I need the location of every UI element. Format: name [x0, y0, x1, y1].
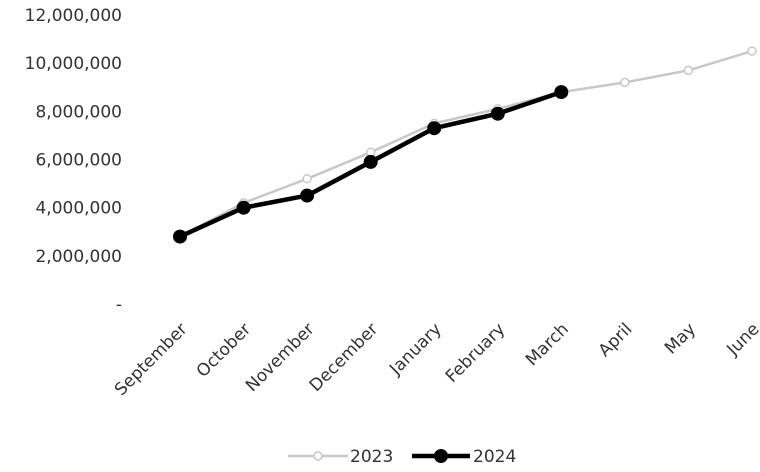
x-tick-label-february: February — [442, 319, 509, 386]
y-tick-label-6-000-000: 6,000,000 — [35, 151, 122, 171]
legend-marker-2023 — [313, 451, 323, 461]
x-tick-label-november: November — [242, 319, 319, 396]
y-tick-label-12-000-000: 12,000,000 — [25, 6, 122, 26]
x-tick-label-april: April — [595, 319, 637, 361]
legend-label-2024: 2024 — [473, 447, 516, 467]
data-point-2023-may — [683, 65, 694, 76]
data-point-2023-november — [302, 174, 312, 184]
x-tick-label-december: December — [306, 319, 382, 395]
y-tick-label-10-000-000: 10,000,000 — [25, 54, 122, 74]
data-point-2024-january — [427, 121, 442, 136]
y-tick-label-4-000-000: 4,000,000 — [35, 199, 122, 219]
series-line-2023 — [178, 49, 754, 238]
x-tick-label-may: May — [661, 319, 700, 358]
data-point-2024-october — [236, 200, 251, 215]
data-point-2024-september — [173, 229, 187, 244]
legend-label-2023: 2023 — [350, 447, 393, 467]
x-tick-label-september: September — [111, 319, 192, 400]
x-tick-label-october: October — [193, 319, 255, 381]
legend-marker-2024 — [434, 449, 448, 463]
data-point-2024-march — [554, 85, 569, 100]
y-tick-label-8-000-000: 8,000,000 — [35, 102, 122, 122]
y-tick-label-2-000-000: 2,000,000 — [35, 247, 122, 267]
data-point-2024-december — [363, 154, 378, 169]
x-tick-label-june: June — [723, 319, 760, 360]
series-layer — [173, 46, 757, 244]
x-tick-label-march: March — [522, 319, 573, 370]
y-axis-labels: - 2,000,000 4,000,000 6,000,000 8,000,000 10,… — [25, 6, 122, 315]
data-point-2023-june — [747, 46, 757, 56]
legend: 2023 2024 — [288, 447, 516, 467]
data-point-2023-april — [620, 77, 630, 88]
x-tick-label-january: January — [385, 319, 445, 379]
data-point-2024-november — [300, 188, 315, 203]
data-point-2024-february — [490, 106, 505, 121]
y-tick-label-: - — [116, 295, 122, 315]
